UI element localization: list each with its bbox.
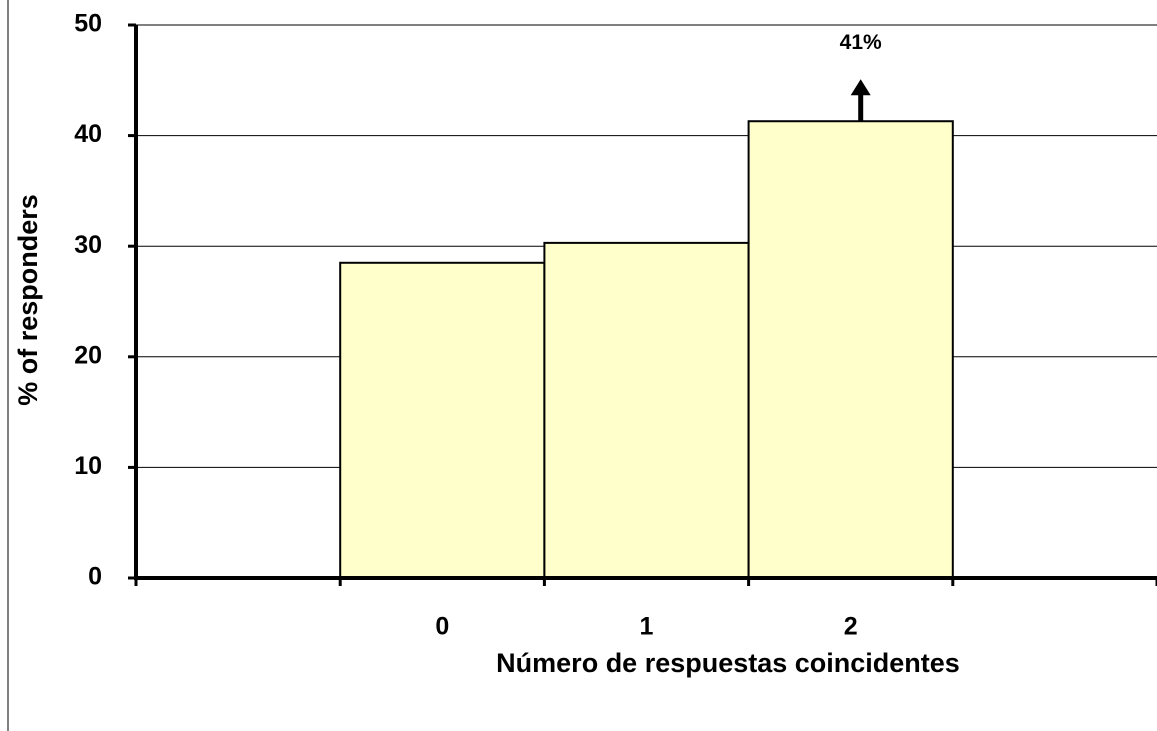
x-tick-label: 2 — [844, 613, 858, 641]
y-axis-label: % of responders — [13, 194, 43, 406]
value-label: 41% — [840, 31, 882, 54]
bar — [747, 120, 954, 580]
y-tick-label: 50 — [74, 10, 102, 38]
y-tick-label: 10 — [74, 452, 102, 480]
y-tick-label: 30 — [74, 231, 102, 259]
x-axis-label: Número de respuestas coincidentes — [496, 648, 960, 678]
y-tick-label: 0 — [88, 563, 102, 591]
bar — [339, 261, 546, 579]
annotation-arrowhead — [850, 79, 871, 96]
x-tick-label: 0 — [435, 613, 449, 641]
y-tick-label: 20 — [74, 341, 102, 369]
x-tick-label: 1 — [640, 613, 654, 641]
bar — [543, 241, 750, 580]
y-tick-label: 40 — [74, 120, 102, 148]
